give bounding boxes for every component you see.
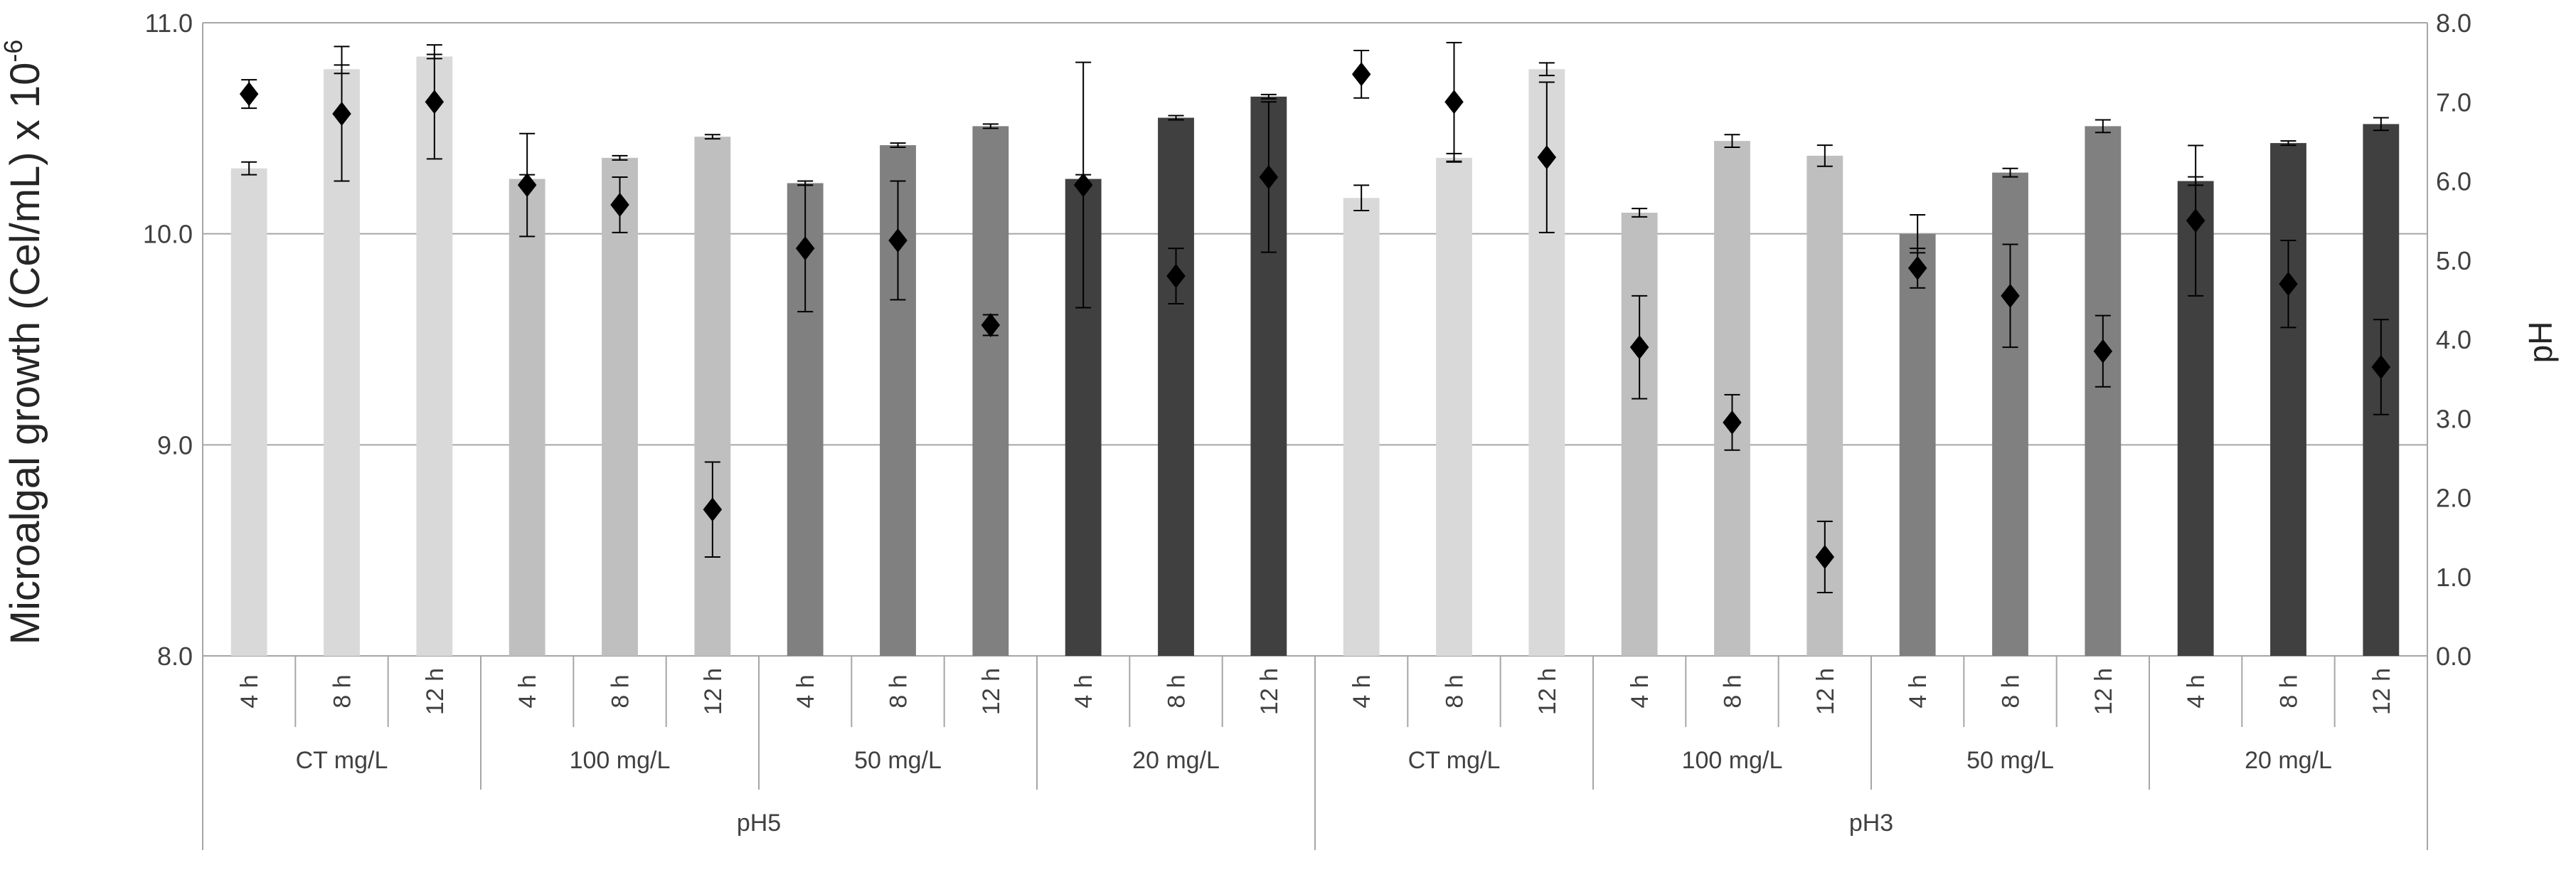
time-label: 4 h: [1070, 674, 1097, 708]
ph-marker-ph3-50-mg-l-8-h: [2001, 283, 2020, 308]
time-label: 12 h: [1256, 668, 1283, 715]
y-tick-label: 8.0: [157, 642, 193, 671]
y2-tick-label: 0.0: [2436, 642, 2471, 671]
ph-marker-ph3-20-mg-l-12-h: [2371, 354, 2391, 379]
ph-marker-ph3-20-mg-l-8-h: [2279, 272, 2298, 297]
time-label: 4 h: [2183, 674, 2210, 708]
time-label: 8 h: [1998, 674, 2025, 708]
time-label: 8 h: [329, 674, 356, 708]
y2-axis-title: pH: [2522, 322, 2559, 364]
group-label: 100 mg/L: [1682, 747, 1783, 774]
ph-marker-ph5-100-mg-l-8-h: [610, 192, 629, 217]
axes: 8.0 9.0 10.0 11.0 0.0 1.0 2.0 3.0 4.0 5.0 6.0 7.0 8.…: [143, 9, 2471, 850]
y-tick-label: 10.0: [143, 220, 193, 249]
time-label: 8 h: [607, 674, 634, 708]
ph-marker-ph3-100-mg-l-4-h: [1629, 335, 1649, 360]
y-tick-label: 9.0: [157, 430, 193, 460]
ph-marker-ph5-100-mg-l-4-h: [517, 173, 537, 198]
category-labels: 4 h 8 h 12 h CT mg/L 4 h 8 h 12 h 100 mg/L 4 h 8 …: [236, 668, 2395, 837]
ph-marker-ph5-20-mg-l-12-h: [1259, 164, 1279, 189]
y2-tick-label: 5.0: [2436, 246, 2471, 275]
y2-tick-label: 3.0: [2436, 404, 2471, 433]
ph-marker-ph3-ct-mg-l-8-h: [1444, 90, 1464, 115]
ph-marker-ph3-100-mg-l-8-h: [1723, 410, 1742, 435]
y2-tick-label: 6.0: [2436, 167, 2471, 196]
group-label: 20 mg/L: [1132, 747, 1220, 774]
y-axis-title: Microalgal growth (Cel/mL) x 10-6: [0, 40, 48, 645]
bar-ph5-ct-mg-l-4-h: [230, 168, 267, 656]
time-label: 8 h: [1720, 674, 1747, 708]
ph-marker-ph3-100-mg-l-12-h: [1815, 544, 1835, 569]
ph-marker-ph5-50-mg-l-4-h: [795, 236, 815, 261]
outer-group-label: pH3: [1849, 810, 1893, 837]
bar-ph3-ct-mg-l-4-h: [1343, 198, 1380, 656]
y-tick-label: 11.0: [145, 9, 193, 38]
bar-ph5-50-mg-l-12-h: [972, 126, 1009, 656]
y2-tick-label: 2.0: [2436, 484, 2471, 513]
time-label: 12 h: [422, 668, 449, 715]
time-label: 4 h: [1348, 674, 1375, 708]
group-label: CT mg/L: [296, 747, 388, 774]
ph-marker-ph5-ct-mg-l-4-h: [239, 82, 259, 107]
group-label: 50 mg/L: [854, 747, 942, 774]
time-label: 4 h: [1627, 674, 1654, 708]
time-label: 12 h: [2368, 668, 2395, 715]
group-label: 100 mg/L: [570, 747, 671, 774]
time-label: 12 h: [2090, 668, 2117, 715]
ph-marker-ph3-20-mg-l-4-h: [2186, 208, 2205, 233]
y2-tick-label: 4.0: [2436, 325, 2471, 354]
ph-marker-ph5-50-mg-l-8-h: [888, 228, 908, 253]
bar-ph5-100-mg-l-12-h: [694, 137, 731, 656]
time-label: 4 h: [236, 674, 263, 708]
y2-tick-label: 8.0: [2436, 9, 2471, 38]
bar-ph3-50-mg-l-12-h: [2085, 126, 2122, 656]
y2-tick-label: 7.0: [2436, 87, 2471, 117]
bar-ph5-20-mg-l-8-h: [1158, 117, 1194, 656]
time-label: 12 h: [700, 668, 727, 715]
bar-ph3-ct-mg-l-8-h: [1436, 157, 1472, 656]
time-label: 4 h: [792, 674, 819, 708]
time-label: 8 h: [2276, 674, 2303, 708]
y-axis-title-exponent: -6: [0, 40, 28, 63]
group-label: CT mg/L: [1408, 747, 1501, 774]
ph-marker-ph5-100-mg-l-12-h: [703, 497, 723, 522]
ph-marker-ph3-50-mg-l-12-h: [2093, 339, 2113, 364]
ph-marker-ph3-50-mg-l-4-h: [1907, 255, 1927, 280]
ph-marker-ph5-ct-mg-l-12-h: [425, 90, 445, 115]
group-label: 50 mg/L: [1966, 747, 2054, 774]
ph-marker-ph5-50-mg-l-12-h: [981, 312, 1001, 337]
growth-bars: [230, 53, 2400, 657]
ph-marker-ph5-ct-mg-l-8-h: [332, 101, 351, 126]
time-label: 4 h: [1905, 674, 1932, 708]
group-label: 20 mg/L: [2245, 747, 2332, 774]
time-label: 8 h: [1442, 674, 1469, 708]
time-label: 4 h: [514, 674, 541, 708]
ph-marker-ph3-ct-mg-l-4-h: [1351, 62, 1371, 87]
time-label: 12 h: [1812, 668, 1839, 715]
time-label: 8 h: [1164, 674, 1191, 708]
ph-marker-ph3-ct-mg-l-12-h: [1537, 145, 1557, 170]
bar-ph3-20-mg-l-8-h: [2270, 143, 2306, 657]
time-label: 12 h: [1534, 668, 1561, 715]
y2-tick-label: 1.0: [2436, 563, 2471, 592]
bar-ph3-100-mg-l-4-h: [1621, 213, 1658, 656]
outer-group-label: pH5: [737, 810, 781, 837]
bar-ph5-100-mg-l-8-h: [602, 157, 638, 656]
bar-ph3-50-mg-l-4-h: [1899, 233, 1936, 657]
bar-ph5-100-mg-l-4-h: [509, 179, 545, 657]
ph-marker-ph5-20-mg-l-8-h: [1166, 264, 1186, 288]
ph-markers: [239, 41, 2391, 593]
time-label: 8 h: [885, 674, 912, 708]
ph-marker-ph5-20-mg-l-4-h: [1073, 173, 1093, 198]
time-label: 12 h: [978, 668, 1005, 715]
